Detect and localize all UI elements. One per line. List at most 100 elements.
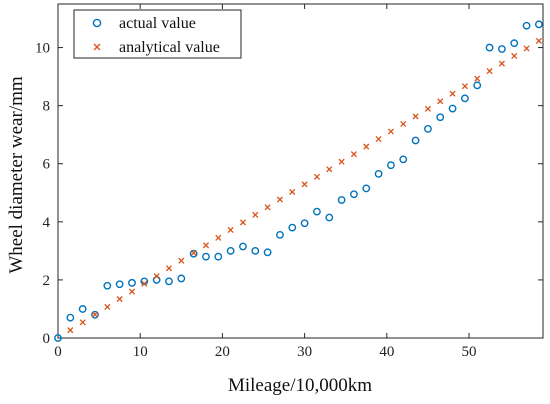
y-tick-label: 8 xyxy=(43,99,51,115)
actual-value-point xyxy=(78,305,87,313)
analytical-value-point xyxy=(252,211,259,218)
analytical-value-point xyxy=(239,219,247,226)
legend-label-analytical: analytical value xyxy=(119,39,220,56)
actual-value-point xyxy=(165,277,173,286)
analytical-value-point xyxy=(141,280,148,287)
analytical-value-point xyxy=(190,249,197,256)
analytical-value-point xyxy=(313,173,321,180)
analytical-value-point xyxy=(153,273,160,280)
analytical-value-point xyxy=(178,257,185,264)
actual-value-point xyxy=(202,252,210,261)
analytical-value-point xyxy=(227,226,234,234)
analytical-value-point xyxy=(338,158,345,165)
actual-value-point xyxy=(91,310,99,319)
analytical-value-point xyxy=(375,135,382,143)
actual-value-point xyxy=(226,246,235,255)
analytical-value-point xyxy=(326,166,333,173)
analytical-value-point xyxy=(67,327,74,334)
actual-value-point xyxy=(300,219,309,228)
plot-frame xyxy=(57,3,544,339)
analytical-value-point xyxy=(511,52,518,60)
analytical-value-point xyxy=(79,319,86,326)
analytical-value-point xyxy=(400,120,407,128)
actual-value-point xyxy=(239,242,247,251)
actual-value-point xyxy=(387,161,395,170)
actual-value-point xyxy=(214,252,223,261)
actual-value-point xyxy=(263,248,272,257)
analytical-value-point xyxy=(91,311,99,318)
analytical-value-point xyxy=(412,113,419,120)
actual-value-point xyxy=(473,81,482,90)
legend-label-actual: actual value xyxy=(119,15,196,32)
actual-value-point xyxy=(485,43,494,52)
x-tick-label: 20 xyxy=(215,344,230,360)
actual-value-point xyxy=(288,223,297,232)
y-tick-label: 10 xyxy=(35,41,50,57)
actual-value-point xyxy=(534,20,543,29)
x-axis-label: Mileage/10,000km xyxy=(228,375,372,396)
actual-value-point xyxy=(522,21,531,30)
x-tick-label: 0 xyxy=(54,344,62,360)
analytical-value-point xyxy=(301,181,308,188)
actual-value-point xyxy=(411,136,420,145)
analytical-value-point xyxy=(350,151,357,158)
legend-x-marker xyxy=(93,43,101,51)
actual-value-point xyxy=(66,313,75,322)
x-tick-label: 10 xyxy=(133,344,148,360)
analytical-value-point xyxy=(424,105,431,112)
data-marks xyxy=(54,20,543,342)
actual-value-point xyxy=(436,113,445,122)
x-tick-label: 40 xyxy=(379,344,394,360)
analytical-value-point xyxy=(276,196,284,203)
actual-value-point xyxy=(325,213,334,222)
analytical-value-point xyxy=(474,75,481,82)
actual-value-point xyxy=(54,334,62,342)
analytical-value-point xyxy=(264,204,271,211)
analytical-value-point xyxy=(363,143,370,150)
actual-value-point xyxy=(189,249,198,258)
analytical-value-point xyxy=(461,83,468,90)
actual-value-point xyxy=(313,207,321,216)
actual-value-point xyxy=(461,94,469,103)
analytical-value-point xyxy=(449,90,456,97)
y-tick-label: 2 xyxy=(43,273,51,289)
actual-value-point xyxy=(362,184,371,193)
actual-value-point xyxy=(103,281,112,290)
analytical-value-point xyxy=(116,296,123,303)
y-tick-label: 0 xyxy=(43,331,51,347)
analytical-value-point xyxy=(289,188,296,195)
analytical-value-point xyxy=(486,68,493,75)
analytical-value-point xyxy=(202,242,210,249)
legend-box xyxy=(73,9,242,59)
analytical-value-point xyxy=(437,98,444,105)
analytical-value-point xyxy=(498,60,505,67)
y-tick-label: 6 xyxy=(43,157,51,173)
actual-value-point xyxy=(251,246,260,255)
legend-circle-marker xyxy=(92,18,102,28)
actual-value-point xyxy=(276,230,284,239)
analytical-value-point xyxy=(387,128,394,135)
analytical-value-point xyxy=(128,288,136,295)
y-axis-label: Wheel diameter wear/mm xyxy=(6,76,27,274)
actual-value-point xyxy=(128,278,136,287)
actual-value-point xyxy=(374,170,383,178)
legend: actual value analytical value xyxy=(73,9,242,59)
x-tick-label: 30 xyxy=(297,344,312,360)
actual-value-point xyxy=(510,39,519,48)
analytical-value-point xyxy=(165,265,173,272)
actual-value-point xyxy=(115,280,124,289)
actual-value-point xyxy=(424,124,432,133)
y-tick-label: 4 xyxy=(43,215,51,231)
analytical-value-point xyxy=(535,37,542,44)
analytical-value-point xyxy=(215,234,222,241)
actual-value-point xyxy=(448,104,457,113)
plot-area: 0 10 20 30 40 50 0 2 4 6 8 10 xyxy=(35,3,544,360)
actual-value-point xyxy=(350,190,358,199)
analytical-value-point xyxy=(104,303,111,310)
x-tick-label: 50 xyxy=(462,344,477,360)
actual-value-point xyxy=(177,274,186,283)
actual-value-point xyxy=(497,45,506,53)
actual-value-point xyxy=(399,155,408,164)
analytical-value-point xyxy=(523,45,530,52)
